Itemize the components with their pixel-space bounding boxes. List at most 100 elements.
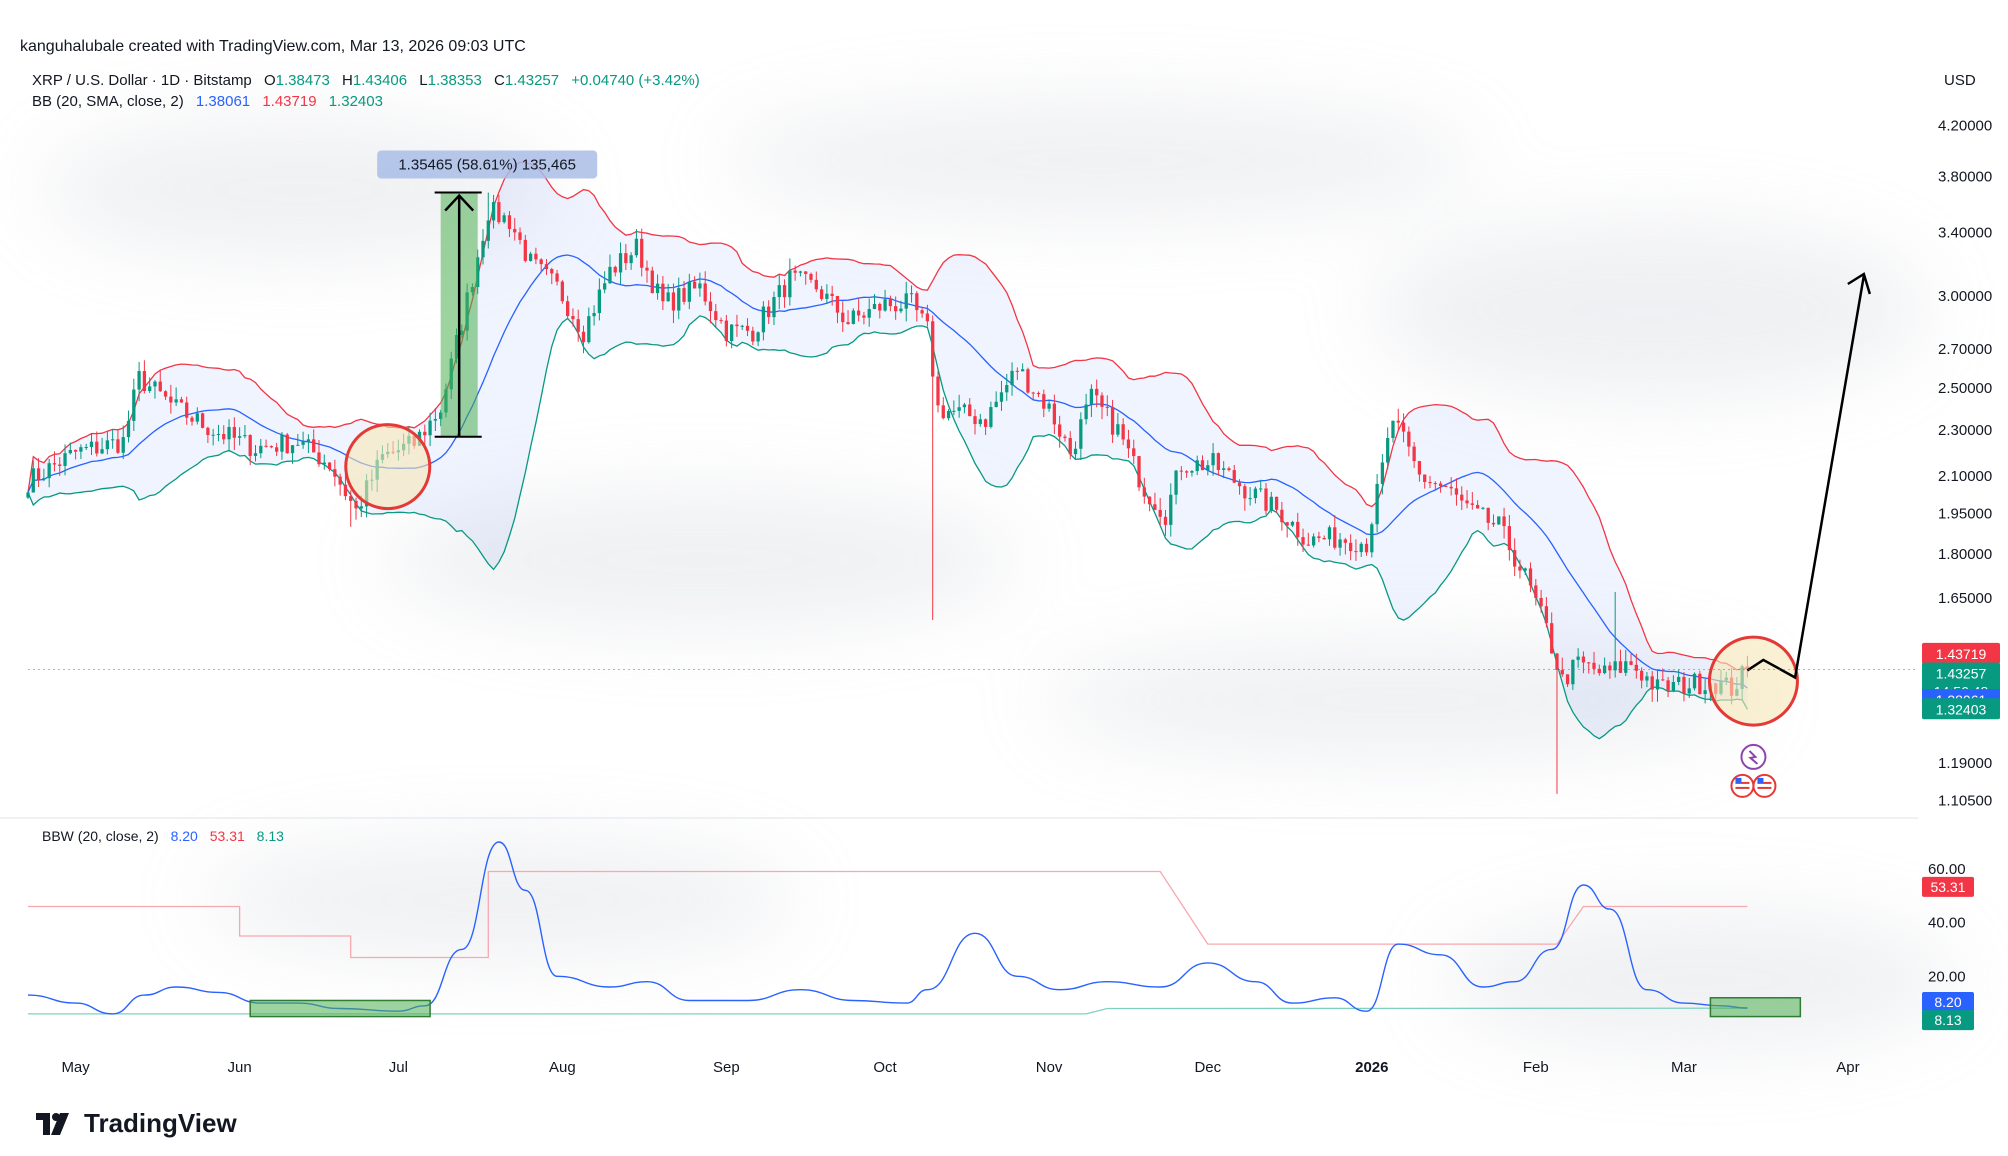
candle [946,411,951,419]
candle [1475,504,1480,509]
candle [1301,537,1305,545]
candle [1190,471,1194,473]
close-price-tag [1922,662,2000,684]
price-tick-label: 2.10000 [1938,468,1992,485]
candle [206,427,210,436]
candle [1486,507,1490,523]
bbw-value-tag-label: 8.20 [1934,994,1961,1010]
us-flag-icon[interactable] [1752,773,1777,798]
tradingview-logo[interactable]: TradingView [36,1108,237,1139]
candle [1269,496,1273,511]
candle [1692,673,1697,689]
candle [560,281,564,302]
price-tick-label: 3.80000 [1938,168,1992,185]
candle [1613,661,1617,671]
currency-label: USD [1944,72,1976,89]
candle [1671,682,1676,691]
candle [111,439,115,441]
price-axis[interactable]: 4.20000 3.80000 3.40000 3.00000 2.70000 2.500… [1938,118,1992,810]
candle [275,447,279,452]
low-label: L [419,72,428,89]
candle [571,316,575,320]
candle [163,391,168,397]
candle [1306,544,1310,546]
candle [1349,542,1353,552]
candle [1179,470,1183,472]
candle [719,320,723,322]
candle [126,420,131,438]
candle [1169,494,1173,525]
candle [1290,521,1295,526]
price-tick-label: 2.70000 [1938,341,1992,358]
candle [1396,420,1400,423]
candle [645,267,649,271]
candle [1026,369,1030,393]
price-tick-label: 1.65000 [1938,590,1992,607]
candle [1110,407,1115,435]
bbw-tick-label: 60.00 [1928,861,1966,878]
tradingview-logo-text: TradingView [84,1108,237,1138]
candle [1163,516,1168,525]
candle [1095,388,1099,396]
candle [36,468,41,480]
candle [1222,468,1226,471]
candle [618,253,623,273]
candle [925,313,930,322]
candle [597,289,602,314]
candle [1100,395,1104,407]
candle [899,308,903,312]
candle [835,295,840,313]
candle [745,325,750,331]
candlestick-series [26,192,1750,794]
candle [1528,568,1533,586]
candle [1391,420,1395,439]
candle [581,331,586,343]
candle [158,381,162,392]
symbol-legend[interactable]: XRP / U.S. Dollar · 1D · Bitstamp O1.384… [32,72,700,89]
candle [95,441,99,454]
candle [608,266,612,284]
candle [650,270,654,294]
projection-arrow-head [1847,272,1872,295]
candle [1629,661,1633,665]
candle [58,464,62,466]
candle [1047,403,1051,409]
candle [169,396,173,403]
us-flag-icon[interactable] [1730,773,1755,798]
candle [703,283,707,302]
candle [84,447,88,449]
bbw-label[interactable]: BBW (20, close, 2) [42,828,159,844]
time-tick-label: Apr [1836,1059,1859,1076]
symbol-name[interactable]: XRP / U.S. Dollar · 1D · Bitstamp [32,72,252,89]
time-axis[interactable]: May Jun Jul Aug Sep Oct Nov Dec 2026 Feb Mar Apr [61,1059,1859,1076]
bbw-value: 8.20 [170,828,198,844]
candle [904,293,908,309]
candle [523,239,527,261]
candle [190,417,194,422]
bb-legend[interactable]: BB (20, SMA, close, 2) 1.38061 1.43719 1… [32,93,383,110]
candle [655,283,660,294]
candle [1089,388,1094,405]
bb-label[interactable]: BB (20, SMA, close, 2) [32,93,184,110]
candle [973,416,977,425]
candle [1063,436,1067,438]
candle [830,293,834,296]
candle [920,310,924,314]
candle [89,441,94,448]
chart-credit: kanguhalubale created with TradingView.c… [20,38,526,55]
candle [1417,461,1422,475]
squeeze-box-1 [249,999,431,1018]
candle [105,440,109,450]
candle [1433,483,1437,485]
candle [1624,661,1628,673]
candle [1137,456,1141,488]
candle [1560,669,1564,675]
upper-band-tag-label: 1.43719 [1936,646,1987,662]
bbw-line [27,841,1748,1015]
bbw-legend[interactable]: BBW (20, close, 2) 8.20 53.31 8.13 [42,828,284,844]
candle [888,299,893,307]
candle [42,478,46,480]
candle [1052,403,1057,425]
